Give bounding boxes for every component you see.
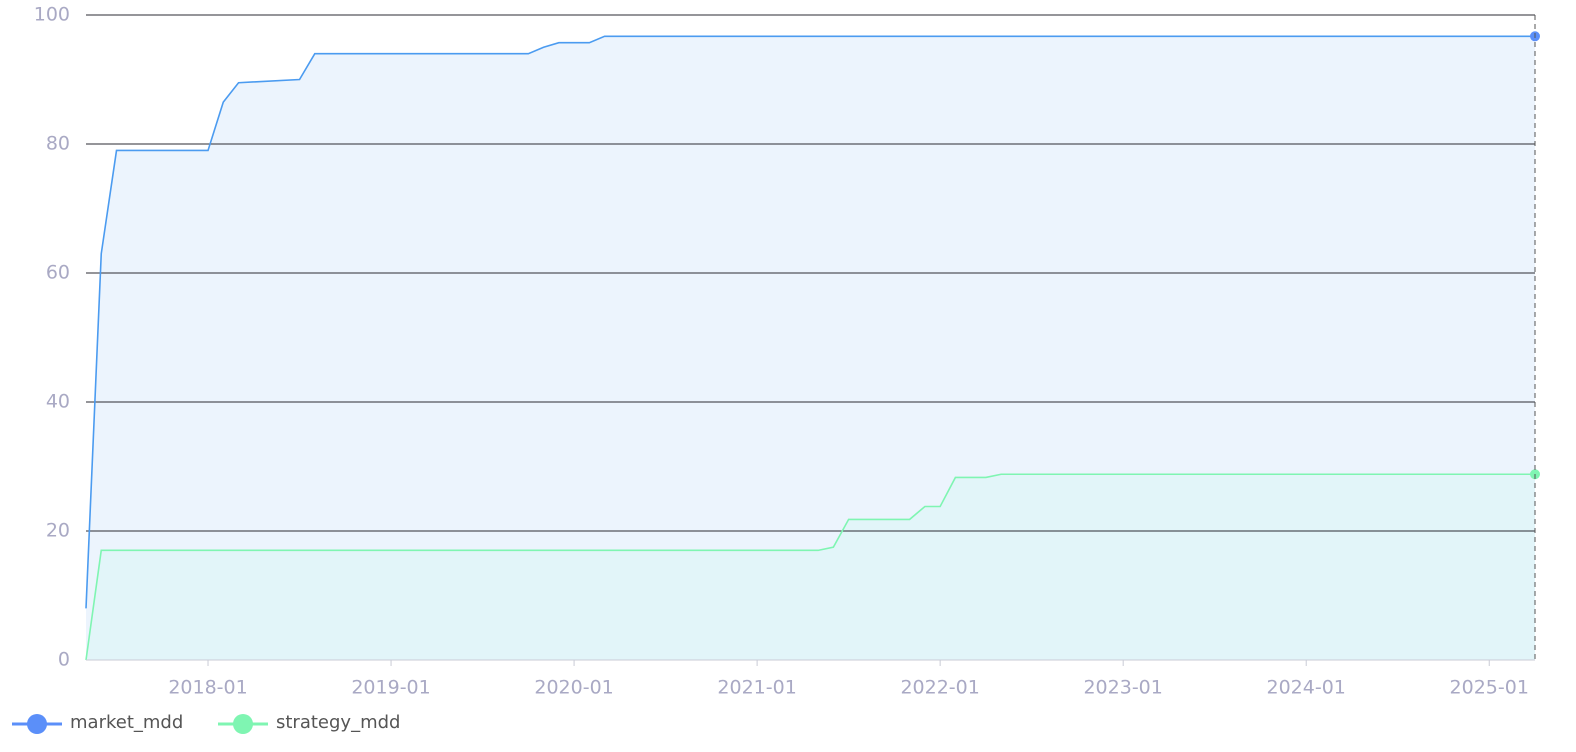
line xyxy=(85,35,1535,609)
legend-label: strategy_mdd xyxy=(276,712,400,733)
x-tick-label: 2019-01 xyxy=(351,677,430,699)
area xyxy=(86,474,1535,660)
x-tick-label: 2025-01 xyxy=(1450,677,1529,699)
x-tick-label: 2024-01 xyxy=(1267,677,1346,699)
y-tick-label: 100 xyxy=(34,4,70,26)
x-tick-label: 2021-01 xyxy=(717,677,796,699)
x-tick-label: 2022-01 xyxy=(900,677,979,699)
line xyxy=(85,473,1535,661)
x-tick-label: 2018-01 xyxy=(168,677,247,699)
x-tick-label: 2023-01 xyxy=(1083,677,1162,699)
x-tick-label: 2020-01 xyxy=(534,677,613,699)
legend-label: market_mdd xyxy=(70,712,183,733)
legend-marker xyxy=(233,714,253,734)
legend-marker xyxy=(27,714,47,734)
y-tick-label: 80 xyxy=(46,133,70,155)
y-tick-label: 0 xyxy=(58,649,70,671)
y-tick-label: 20 xyxy=(46,520,70,542)
y-tick-label: 60 xyxy=(46,262,70,284)
y-tick-label: 40 xyxy=(46,391,70,413)
